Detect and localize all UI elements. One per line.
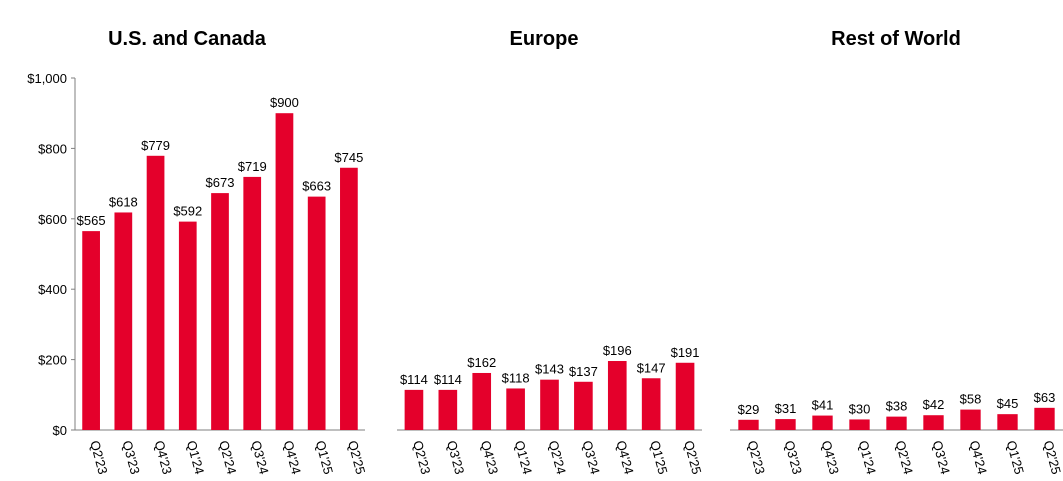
- bar-rest-of-world-q4-23: [812, 415, 833, 430]
- bar-us-canada-q2-25: [340, 167, 358, 430]
- data-label-rest-of-world-q2-24: $38: [886, 399, 908, 414]
- y-tick-label-0: $0: [53, 423, 67, 438]
- category-label-europe-q3-23: Q3'23: [444, 439, 467, 476]
- panel-title-us-canada: U.S. and Canada: [108, 28, 267, 50]
- category-label-europe-q4-23: Q4'23: [478, 439, 501, 476]
- category-label-rest-of-world-q2-23: Q2'23: [745, 439, 768, 476]
- bar-rest-of-world-q2-23: [738, 419, 759, 430]
- data-label-us-canada-q1-24: $592: [173, 204, 202, 219]
- bar-us-canada-q4-23: [146, 155, 165, 431]
- data-label-europe-q3-23: $114: [434, 372, 462, 387]
- category-label-rest-of-world-q3-24: Q3'24: [930, 439, 953, 476]
- y-tick-label-600: $600: [38, 212, 67, 227]
- category-label-rest-of-world-q4-24: Q4'24: [967, 439, 990, 476]
- bar-europe-q3-24: [574, 381, 593, 430]
- data-label-us-canada-q4-23: $779: [141, 138, 170, 153]
- data-label-europe-q3-24: $137: [569, 364, 598, 379]
- bar-rest-of-world-q3-23: [775, 419, 796, 430]
- panel-title-rest-of-world: Rest of World: [831, 28, 961, 50]
- category-label-us-canada-q2-24: Q2'24: [216, 439, 239, 476]
- bar-rest-of-world-q1-24: [849, 419, 870, 430]
- category-label-us-canada-q1-24: Q1'24: [184, 439, 207, 476]
- category-label-europe-q2-24: Q2'24: [546, 439, 569, 476]
- category-label-rest-of-world-q4-23: Q4'23: [819, 439, 842, 476]
- category-label-europe-q2-25: Q2'25: [681, 439, 704, 476]
- bar-europe-q2-24: [540, 379, 559, 430]
- category-label-us-canada-q2-23: Q2'23: [87, 439, 110, 476]
- category-label-us-canada-q2-25: Q2'25: [345, 439, 368, 476]
- data-label-rest-of-world-q4-23: $41: [812, 398, 834, 413]
- data-label-us-canada-q2-23: $565: [77, 213, 106, 228]
- bar-rest-of-world-q4-24: [960, 409, 981, 430]
- data-label-rest-of-world-q4-24: $58: [960, 392, 982, 407]
- category-label-us-canada-q3-24: Q3'24: [248, 439, 271, 476]
- category-label-rest-of-world-q1-24: Q1'24: [856, 439, 879, 476]
- data-label-us-canada-q4-24: $900: [270, 95, 299, 110]
- category-label-rest-of-world-q2-24: Q2'24: [893, 439, 916, 476]
- category-label-rest-of-world-q2-25: Q2'25: [1041, 439, 1063, 476]
- category-label-us-canada-q1-25: Q1'25: [313, 439, 336, 476]
- bar-europe-q4-23: [472, 372, 492, 430]
- category-label-us-canada-q4-24: Q4'24: [281, 439, 304, 476]
- data-label-rest-of-world-q2-23: $29: [738, 402, 760, 417]
- bar-europe-q2-23: [404, 389, 424, 430]
- data-label-europe-q2-24: $143: [535, 362, 564, 377]
- category-label-us-canada-q3-23: Q3'23: [119, 439, 142, 476]
- bar-rest-of-world-q2-24: [886, 416, 907, 430]
- data-label-rest-of-world-q1-24: $30: [849, 401, 871, 416]
- data-label-europe-q4-24: $196: [603, 343, 632, 358]
- bar-europe-q4-24: [607, 361, 627, 430]
- bar-europe-q1-25: [641, 378, 661, 430]
- category-label-europe-q1-24: Q1'24: [512, 439, 535, 476]
- y-tick-label-800: $800: [38, 141, 67, 156]
- bar-us-canada-q3-24: [243, 176, 262, 430]
- bar-rest-of-world-q2-25: [1034, 407, 1055, 430]
- category-label-rest-of-world-q3-23: Q3'23: [782, 439, 805, 476]
- data-label-europe-q1-25: $147: [637, 360, 666, 375]
- data-label-us-canada-q3-23: $618: [109, 194, 138, 209]
- data-label-rest-of-world-q1-25: $45: [997, 396, 1019, 411]
- bar-us-canada-q4-24: [275, 113, 294, 430]
- data-label-europe-q4-23: $162: [467, 355, 496, 370]
- category-label-europe-q2-23: Q2'23: [410, 439, 433, 476]
- bar-us-canada-q2-24: [211, 193, 229, 430]
- bar-rest-of-world-q1-25: [997, 414, 1018, 430]
- y-tick-label-400: $400: [38, 282, 67, 297]
- data-label-europe-q2-23: $114: [400, 372, 428, 387]
- bar-europe-q1-24: [506, 388, 525, 430]
- y-tick-label-1000: $1,000: [27, 71, 67, 86]
- bar-us-canada-q2-23: [82, 231, 100, 430]
- data-label-us-canada-q1-25: $663: [302, 179, 331, 194]
- y-tick-label-200: $200: [38, 353, 67, 368]
- category-label-europe-q1-25: Q1'25: [647, 439, 670, 476]
- data-label-us-canada-q2-25: $745: [334, 150, 363, 165]
- data-label-us-canada-q2-24: $673: [206, 175, 235, 190]
- bar-us-canada-q3-23: [114, 212, 133, 430]
- data-label-rest-of-world-q3-24: $42: [923, 397, 945, 412]
- data-label-us-canada-q3-24: $719: [238, 159, 267, 174]
- category-label-us-canada-q4-23: Q4'23: [152, 439, 175, 476]
- bar-europe-q2-25: [675, 362, 695, 430]
- data-label-rest-of-world-q3-23: $31: [775, 401, 797, 416]
- data-label-europe-q2-25: $191: [671, 345, 700, 360]
- data-label-europe-q1-24: $118: [502, 370, 530, 385]
- bar-europe-q3-23: [438, 389, 458, 430]
- category-label-europe-q4-24: Q4'24: [613, 439, 636, 476]
- panel-title-europe: Europe: [510, 28, 579, 50]
- bar-us-canada-q1-24: [178, 221, 197, 430]
- data-label-rest-of-world-q2-25: $63: [1034, 390, 1056, 405]
- category-label-europe-q3-24: Q3'24: [579, 439, 602, 476]
- bar-us-canada-q1-25: [307, 196, 326, 430]
- category-label-rest-of-world-q1-25: Q1'25: [1004, 439, 1027, 476]
- bar-rest-of-world-q3-24: [923, 415, 944, 430]
- plot-layer: $0 $200 $400 $600 $800 $1,000 $565 Q2'23 $618 Q3'…: [27, 71, 1063, 476]
